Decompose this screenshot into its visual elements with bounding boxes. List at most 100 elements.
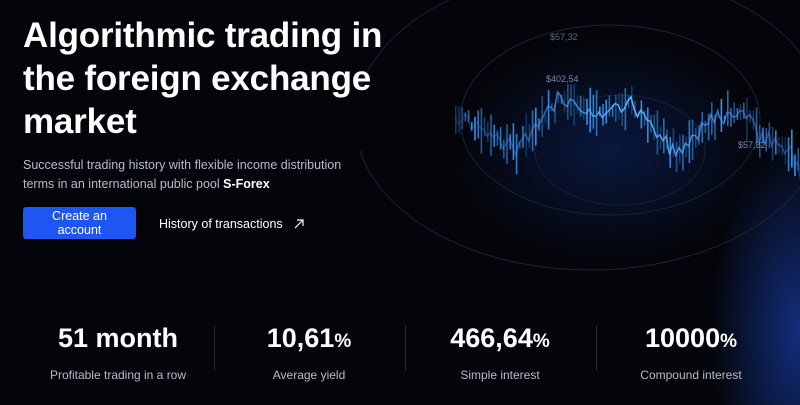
trading-chart-illustration: $57,32 $402,54 $57,32 [360, 0, 800, 271]
stat-value: 10000% [645, 323, 737, 353]
candle [707, 113, 710, 141]
candle [602, 104, 604, 126]
candle [567, 84, 569, 120]
candle [743, 102, 745, 119]
history-of-transactions-link[interactable]: History of transactions [159, 215, 305, 233]
subtitle-text: Successful trading history with flexible… [23, 158, 342, 191]
candle [599, 106, 601, 116]
candle [579, 95, 582, 117]
candle [787, 137, 790, 172]
candle [691, 119, 694, 161]
history-link-label: History of transactions [159, 217, 283, 231]
price-tag: $402,54 [546, 74, 579, 84]
candle [627, 95, 630, 109]
candle [541, 96, 543, 137]
candle [653, 114, 655, 141]
candle [483, 117, 486, 137]
candle [634, 101, 636, 118]
candle [458, 106, 460, 133]
candle [714, 114, 716, 141]
candle [755, 107, 758, 147]
stat-divider [214, 326, 215, 370]
candle [784, 136, 787, 165]
candle [547, 90, 550, 130]
candle [611, 104, 614, 117]
brand-name: S-Forex [223, 177, 270, 191]
candle [583, 96, 585, 120]
stat-label: Compound interest [640, 368, 742, 382]
candle [643, 110, 646, 126]
candle [490, 114, 492, 156]
create-account-button[interactable]: Create an account [23, 207, 136, 239]
stat-value: 51 month [57, 323, 178, 353]
candle [608, 95, 611, 117]
candle [675, 141, 678, 173]
candle [471, 122, 473, 131]
stat-average-yield: 10,61% Average yield [214, 318, 404, 388]
candle [554, 103, 556, 124]
candle [720, 99, 723, 132]
candle [576, 95, 579, 114]
stat-divider [596, 326, 597, 370]
orbit-ring [459, 24, 761, 216]
candle [531, 110, 534, 152]
candle [544, 114, 547, 123]
stat-label: Simple interest [460, 368, 540, 382]
candle [656, 110, 659, 155]
candle [499, 127, 502, 150]
candle [506, 124, 508, 165]
candle [496, 130, 499, 146]
stat-label: Profitable trading in a row [49, 368, 187, 382]
candle [557, 91, 559, 103]
candle [487, 121, 489, 142]
stat-value: 466,64% [450, 323, 550, 353]
hero: Algorithmic trading in the foreign excha… [23, 14, 383, 143]
candle [701, 112, 703, 143]
candle [730, 108, 732, 127]
arrow-up-right-icon [294, 219, 304, 229]
candle [615, 94, 617, 122]
orbit-ring [534, 94, 706, 206]
stat-label: Average yield [272, 368, 346, 382]
stat-profitable-months: 51 month Profitable trading in a row [23, 318, 213, 388]
candle [663, 118, 665, 154]
price-tag: $57,32 [550, 32, 578, 42]
hero-subtitle: Successful trading history with flexible… [23, 156, 373, 194]
candle [570, 84, 572, 117]
trend-line [454, 90, 800, 181]
candle [775, 130, 777, 155]
candle [474, 116, 476, 141]
candle [605, 99, 607, 124]
candle [563, 90, 566, 113]
candle [711, 102, 713, 135]
page-title: Algorithmic trading in the foreign excha… [23, 16, 383, 141]
candle [739, 104, 742, 120]
candle [695, 127, 697, 148]
candle [704, 120, 707, 133]
stat-simple-interest: 466,64% Simple interest [405, 318, 595, 388]
candle [535, 107, 537, 146]
candle [467, 110, 470, 123]
candle [519, 141, 521, 149]
candle [480, 108, 483, 154]
candle [727, 90, 729, 127]
price-tag: $57,32 [738, 140, 766, 150]
candle [621, 93, 623, 126]
candle [640, 100, 643, 129]
stat-value: 10,61% [266, 323, 352, 353]
candle [672, 127, 675, 158]
candle [573, 84, 575, 126]
candle [685, 136, 687, 158]
candle [595, 90, 598, 136]
candle [746, 97, 748, 142]
stats-row: 51 month Profitable trading in a row 10,… [23, 318, 783, 388]
candle [624, 88, 627, 131]
orbit-ring [360, 0, 800, 271]
stat-compound-interest: 10000% Compound interest [596, 318, 786, 388]
candle [733, 102, 735, 124]
candle [797, 148, 799, 171]
candle [512, 123, 515, 160]
candle [647, 107, 649, 143]
candle [592, 94, 595, 129]
